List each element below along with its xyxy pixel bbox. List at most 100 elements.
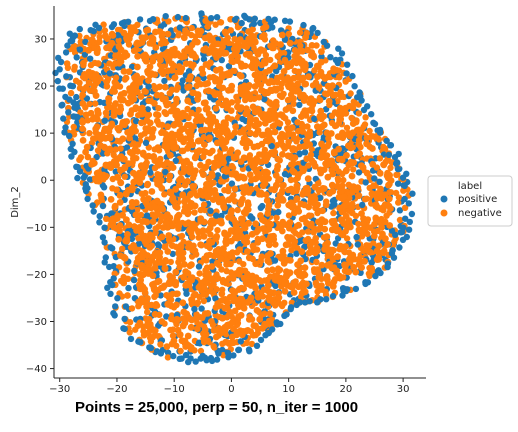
point-negative	[132, 199, 140, 207]
point-negative	[185, 209, 192, 217]
point-negative	[121, 164, 129, 172]
point-negative	[308, 146, 316, 153]
point-negative	[81, 71, 88, 78]
point-negative	[275, 265, 282, 272]
point-negative	[208, 263, 216, 270]
point-negative	[323, 90, 331, 98]
point-negative	[197, 347, 205, 355]
point-positive	[71, 32, 79, 39]
point-negative	[268, 149, 276, 157]
point-negative	[250, 246, 258, 254]
x-tick-label: −20	[106, 384, 127, 395]
point-negative	[132, 211, 140, 219]
point-negative	[189, 50, 197, 58]
point-positive	[84, 195, 91, 203]
point-negative	[94, 60, 102, 67]
point-negative	[231, 35, 238, 43]
point-negative	[254, 50, 262, 58]
point-negative	[162, 131, 170, 138]
point-negative	[210, 179, 217, 186]
point-positive	[154, 241, 162, 248]
point-negative	[256, 316, 264, 323]
point-negative	[301, 264, 309, 271]
point-negative	[210, 343, 217, 350]
point-positive	[213, 14, 221, 21]
point-negative	[315, 186, 323, 194]
point-positive	[394, 165, 402, 173]
point-negative	[134, 53, 142, 60]
point-negative	[114, 124, 122, 132]
point-positive	[61, 129, 68, 136]
point-negative	[163, 142, 170, 150]
point-negative	[128, 305, 136, 312]
point-positive	[112, 303, 119, 310]
point-negative	[165, 18, 172, 25]
point-negative	[181, 53, 189, 60]
point-negative	[302, 237, 309, 244]
point-negative	[224, 114, 231, 122]
point-negative	[157, 341, 164, 348]
point-negative	[156, 83, 164, 90]
point-negative	[244, 299, 252, 306]
point-negative	[186, 121, 194, 129]
point-negative	[362, 225, 369, 232]
point-negative	[116, 108, 123, 116]
point-negative	[351, 99, 358, 107]
point-negative	[245, 35, 253, 43]
point-negative	[85, 79, 93, 87]
point-negative	[395, 194, 403, 201]
point-negative	[269, 44, 276, 52]
point-positive	[358, 97, 365, 104]
point-positive	[257, 19, 264, 27]
point-negative	[264, 210, 272, 217]
point-negative	[355, 192, 363, 200]
point-positive	[67, 145, 75, 153]
point-negative	[105, 128, 113, 136]
point-negative	[236, 36, 244, 43]
point-negative	[328, 181, 336, 189]
point-negative	[92, 100, 99, 107]
point-positive	[334, 235, 342, 242]
point-negative	[188, 297, 196, 304]
point-negative	[214, 300, 222, 307]
point-positive	[316, 194, 324, 202]
point-negative	[373, 190, 381, 198]
point-negative	[324, 261, 332, 269]
point-negative	[145, 97, 152, 105]
point-negative	[112, 52, 119, 60]
point-negative	[113, 80, 120, 88]
point-negative	[163, 343, 171, 350]
point-negative	[258, 131, 266, 139]
point-negative	[290, 95, 297, 102]
point-negative	[342, 167, 350, 175]
point-negative	[196, 270, 203, 277]
point-negative	[246, 171, 254, 179]
point-negative	[259, 225, 267, 233]
point-negative	[149, 218, 157, 226]
point-negative	[217, 178, 225, 185]
point-negative	[212, 247, 220, 255]
point-negative	[249, 56, 257, 63]
point-negative	[214, 161, 222, 169]
point-positive	[238, 19, 245, 27]
point-negative	[127, 110, 134, 118]
point-positive	[241, 12, 248, 19]
point-negative	[100, 21, 107, 28]
point-negative	[251, 83, 259, 90]
point-negative	[342, 104, 350, 112]
point-positive	[62, 93, 69, 101]
point-negative	[113, 161, 120, 169]
point-negative	[316, 113, 324, 120]
point-negative	[262, 320, 270, 328]
point-positive	[257, 336, 265, 344]
point-negative	[87, 109, 95, 117]
point-negative	[298, 113, 305, 120]
point-negative	[284, 152, 292, 160]
point-negative	[300, 165, 308, 173]
point-negative	[371, 220, 378, 228]
point-negative	[204, 80, 212, 87]
point-negative	[289, 145, 297, 152]
y-axis-label: Dim_2	[10, 186, 21, 218]
point-positive	[213, 212, 220, 219]
point-negative	[228, 252, 236, 260]
